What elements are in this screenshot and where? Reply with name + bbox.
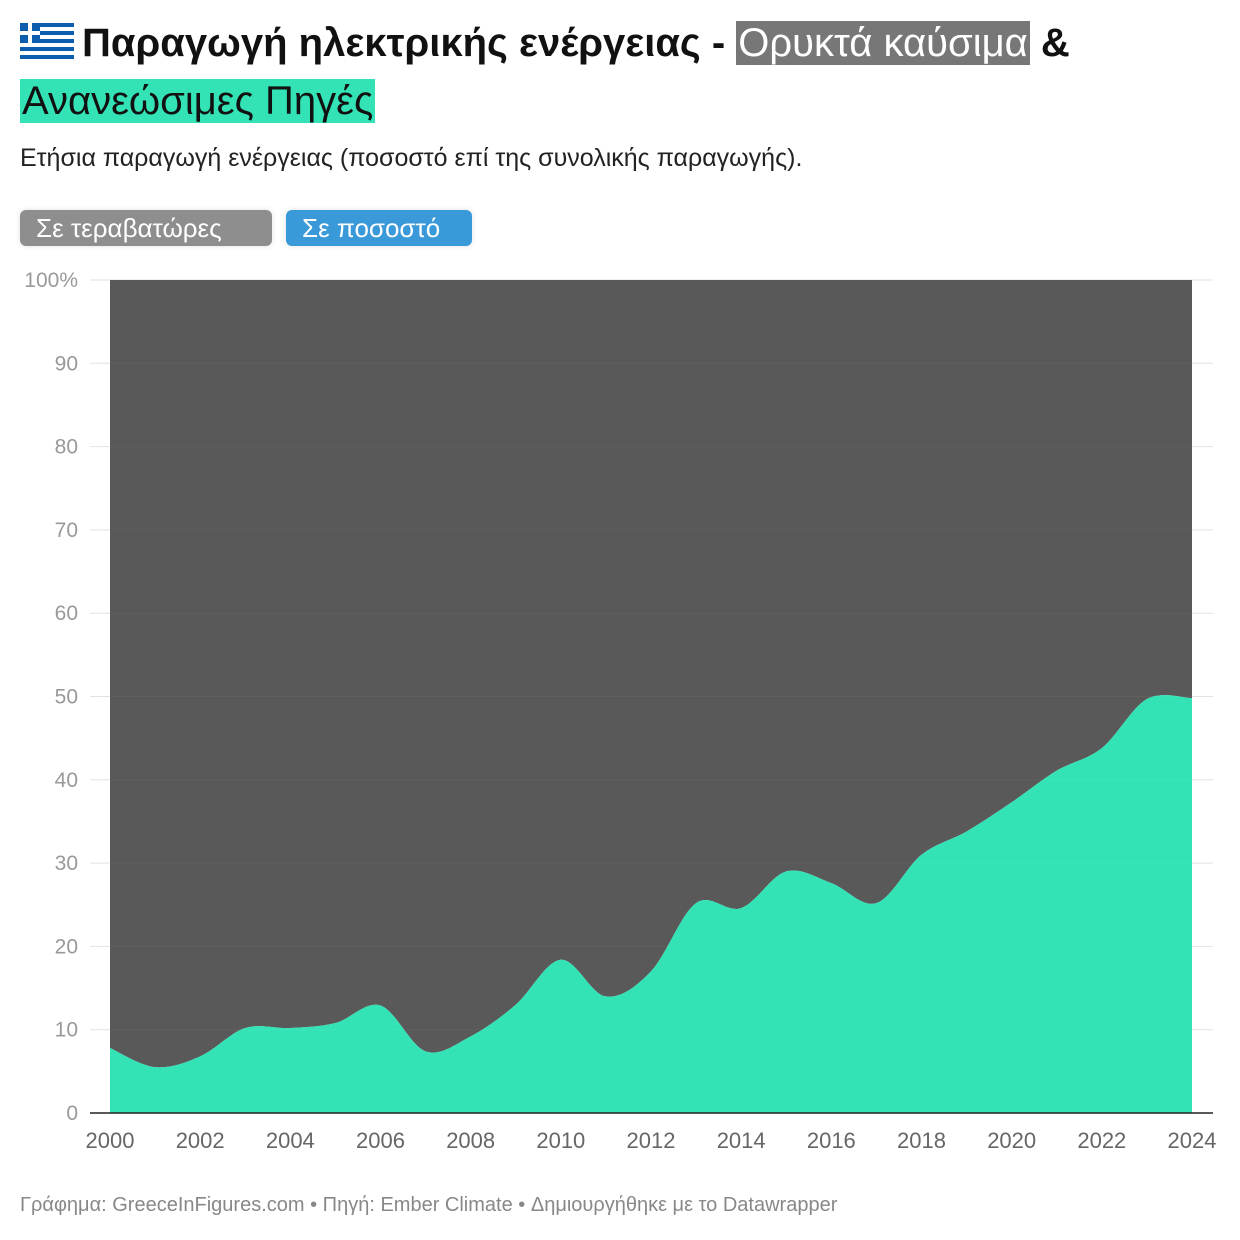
x-tick-label: 2006	[356, 1128, 405, 1153]
x-tick-label: 2004	[266, 1128, 315, 1153]
y-tick-label: 30	[55, 852, 78, 875]
x-tick-label: 2024	[1168, 1128, 1217, 1153]
y-tick-label: 50	[55, 686, 78, 709]
x-tick-label: 2008	[446, 1128, 495, 1153]
chart-title: Παραγωγή ηλεκτρικής ενέργειας - Ορυκτά κ…	[20, 16, 1220, 128]
toggle-terawatt-hours-button[interactable]: Σε τεραβατώρες	[20, 210, 272, 246]
x-tick-label: 2020	[987, 1128, 1036, 1153]
toggle-percent-button[interactable]: Σε ποσοστό	[286, 210, 472, 246]
title-prefix: Παραγωγή ηλεκτρικής ενέργειας -	[82, 21, 726, 65]
greece-flag-icon	[20, 20, 74, 74]
x-tick-label: 2012	[627, 1128, 676, 1153]
x-tick-label: 2010	[536, 1128, 585, 1153]
title-renewables-highlight: Ανανεώσιμες Πηγές	[20, 79, 376, 123]
y-tick-label: 60	[55, 602, 78, 625]
series-area-fossil	[110, 280, 1192, 1068]
unit-toggle-group: Σε τεραβατώρες Σε ποσοστό	[20, 210, 472, 246]
y-tick-label: 0	[66, 1102, 78, 1125]
x-tick-label: 2014	[717, 1128, 766, 1153]
series-area-renewables	[110, 695, 1192, 1113]
y-tick-label: 90	[55, 352, 78, 375]
title-ampersand: &	[1040, 21, 1070, 65]
x-tick-label: 2016	[807, 1128, 856, 1153]
x-tick-label: 2018	[897, 1128, 946, 1153]
y-tick-label: 10	[55, 1019, 78, 1042]
y-tick-label: 80	[55, 436, 78, 459]
chart-subtitle: Ετήσια παραγωγή ενέργειας (ποσοστό επί τ…	[20, 144, 803, 172]
y-tick-label: 40	[55, 769, 78, 792]
y-tick-label: 20	[55, 935, 78, 958]
title-fossil-highlight: Ορυκτά καύσιμα	[736, 21, 1030, 65]
y-tick-label: 100%	[24, 269, 78, 292]
y-tick-label: 70	[55, 519, 78, 542]
x-tick-label: 2000	[86, 1128, 135, 1153]
chart-footer-credits: Γράφημα: GreeceInFigures.com • Πηγή: Emb…	[20, 1194, 838, 1216]
x-tick-label: 2002	[176, 1128, 225, 1153]
x-tick-label: 2022	[1077, 1128, 1126, 1153]
